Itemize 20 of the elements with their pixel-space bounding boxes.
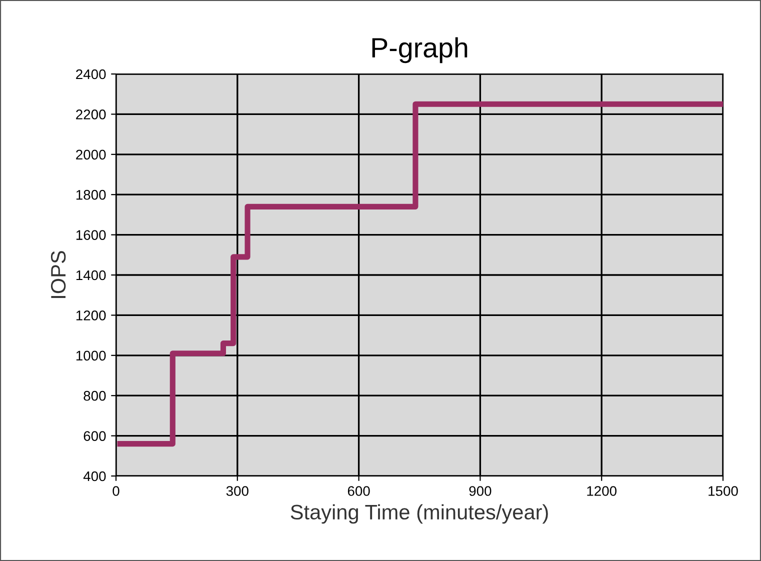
chart-title: P-graph — [372, 37, 468, 64]
y-tick-label: 2400 — [76, 69, 106, 80]
y-tick-label: 1400 — [76, 270, 106, 280]
y-tick-label: 2000 — [76, 150, 106, 160]
x-tick-label: 0 — [112, 486, 120, 496]
y-tick-label: 1600 — [76, 230, 106, 240]
x-tick-label: 900 — [469, 486, 492, 496]
y-tick-label: 1000 — [76, 350, 106, 361]
y-tick-label: 400 — [83, 471, 106, 482]
x-axis-title: Staying Time (minutes/year) — [290, 504, 548, 524]
y-tick-label: 1200 — [76, 310, 106, 320]
y-tick-label: 2200 — [76, 110, 106, 120]
x-tick-label: 300 — [226, 486, 248, 496]
y-tick-label: 1800 — [76, 190, 106, 200]
x-tick-label: 1200 — [587, 486, 617, 496]
y-tick-label: 600 — [84, 431, 106, 441]
y-tick-label: 800 — [84, 390, 106, 401]
x-tick-label: 600 — [348, 486, 370, 496]
y-axis-title: IOPS — [50, 251, 66, 298]
x-tick-label: 1500 — [708, 486, 738, 496]
